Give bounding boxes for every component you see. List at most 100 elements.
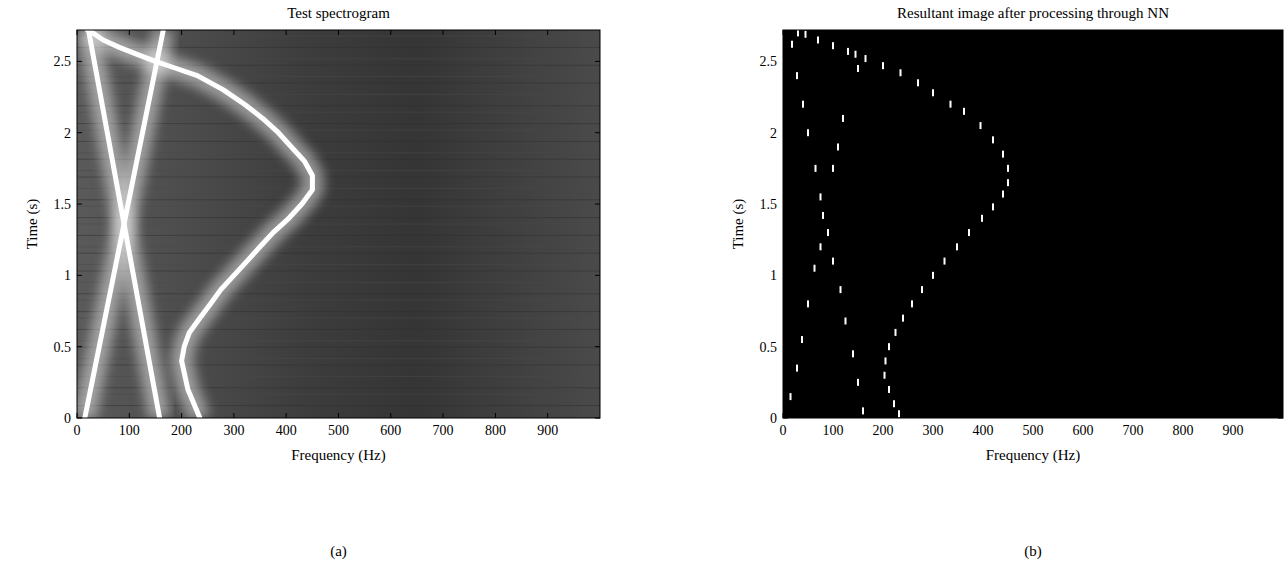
point xyxy=(832,165,834,172)
point xyxy=(980,122,982,129)
x-tick xyxy=(547,30,548,35)
y-tick xyxy=(1278,418,1283,419)
y-tick xyxy=(783,204,788,205)
texture xyxy=(77,224,600,225)
point xyxy=(888,386,890,393)
point xyxy=(992,136,994,143)
point xyxy=(815,165,817,172)
y-tick xyxy=(77,346,82,347)
point xyxy=(845,318,847,325)
point xyxy=(822,212,824,219)
x-tick xyxy=(983,30,984,35)
texture xyxy=(77,206,600,207)
line xyxy=(89,30,160,418)
texture xyxy=(77,253,600,254)
point xyxy=(884,372,886,379)
texture xyxy=(77,188,600,189)
y-tick xyxy=(595,132,600,133)
y-tick xyxy=(595,346,600,347)
x-axis-title: Frequency (Hz) xyxy=(291,447,386,464)
point xyxy=(911,300,913,307)
y-tick xyxy=(595,275,600,276)
y-tick-label: 2 xyxy=(64,126,71,141)
x-tick xyxy=(286,30,287,35)
y-tick xyxy=(1278,61,1283,62)
point xyxy=(950,101,952,108)
y-tick-label: 1 xyxy=(770,268,777,283)
point xyxy=(801,336,803,343)
texture xyxy=(77,159,600,160)
point xyxy=(862,407,864,414)
y-tick-label: 2.5 xyxy=(760,54,778,69)
point xyxy=(807,129,809,136)
point xyxy=(796,72,798,79)
x-tick xyxy=(233,30,234,35)
x-tick xyxy=(338,413,339,418)
x-tick-label: 200 xyxy=(171,423,192,438)
point xyxy=(855,51,857,58)
x-axis-title: Frequency (Hz) xyxy=(986,447,1081,464)
y-tick xyxy=(1278,346,1283,347)
point xyxy=(900,69,902,76)
x-tick-label: 800 xyxy=(1173,423,1194,438)
texture xyxy=(77,282,600,283)
plot-area xyxy=(783,30,1283,418)
y-tick xyxy=(77,204,82,205)
y-tick xyxy=(595,204,600,205)
y-tick-label: 2 xyxy=(770,126,777,141)
point xyxy=(932,272,934,279)
y-tick-label: 2.5 xyxy=(54,54,72,69)
point xyxy=(1002,151,1004,158)
point xyxy=(944,258,946,265)
y-tick-label: 0.5 xyxy=(54,340,72,355)
y-tick xyxy=(783,132,788,133)
point xyxy=(921,286,923,293)
point xyxy=(840,286,842,293)
y-tick xyxy=(77,61,82,62)
x-tick xyxy=(1133,413,1134,418)
x-tick-label: 700 xyxy=(433,423,454,438)
x-tick-label: 600 xyxy=(380,423,401,438)
x-tick-label: 500 xyxy=(328,423,349,438)
x-tick xyxy=(1133,30,1134,35)
y-axis-title: Time (s) xyxy=(730,199,747,250)
x-tick-label: 700 xyxy=(1123,423,1144,438)
y-tick xyxy=(783,61,788,62)
line-glow xyxy=(85,30,164,418)
x-tick-label: 400 xyxy=(973,423,994,438)
x-tick xyxy=(129,413,130,418)
point xyxy=(832,42,834,49)
texture xyxy=(77,311,600,312)
x-tick-label: 900 xyxy=(1223,423,1244,438)
y-tick xyxy=(783,346,788,347)
point xyxy=(820,193,822,200)
texture xyxy=(77,170,600,171)
y-tick-label: 0 xyxy=(770,411,777,426)
x-tick-label: 900 xyxy=(537,423,558,438)
point xyxy=(917,79,919,86)
point xyxy=(790,393,792,400)
texture xyxy=(77,318,600,319)
x-tick xyxy=(181,413,182,418)
y-tick xyxy=(77,418,82,419)
point xyxy=(963,108,965,115)
point xyxy=(797,30,799,36)
x-tick xyxy=(983,413,984,418)
panel-label: (b) xyxy=(1024,543,1042,560)
point xyxy=(857,65,859,72)
x-tick xyxy=(286,413,287,418)
x-tick xyxy=(129,30,130,35)
y-tick xyxy=(77,132,82,133)
frame xyxy=(783,30,1283,418)
point xyxy=(820,243,822,250)
x-tick xyxy=(1083,30,1084,35)
point xyxy=(885,357,887,364)
point xyxy=(814,265,816,272)
texture xyxy=(77,264,600,265)
y-tick-label: 1.5 xyxy=(760,197,778,212)
x-tick-label: 500 xyxy=(1023,423,1044,438)
x-tick-label: 600 xyxy=(1073,423,1094,438)
point xyxy=(895,329,897,336)
y-tick-label: 0.5 xyxy=(760,340,778,355)
title: Test spectrogram xyxy=(287,5,390,21)
